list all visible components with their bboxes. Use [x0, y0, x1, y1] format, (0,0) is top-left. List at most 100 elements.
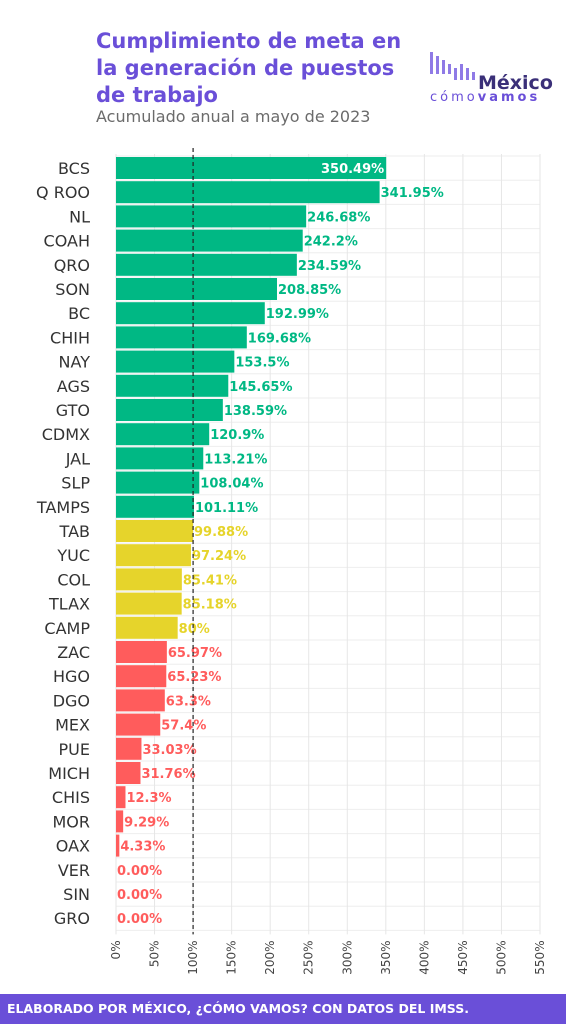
bar	[116, 253, 297, 276]
value-label: 113.21%	[204, 452, 267, 467]
bar-chart: 0% 50% 100% 150% 200% 250% 300% 350% 400% 450% 500…	[36, 148, 547, 975]
category-label: CHIS	[52, 788, 90, 807]
category-label: DGO	[53, 691, 90, 710]
value-label: 0.00%	[117, 888, 162, 903]
bar	[116, 423, 210, 446]
category-label: TAB	[59, 522, 90, 541]
bar	[116, 737, 142, 760]
value-label: 80%	[179, 622, 210, 637]
bar	[116, 471, 200, 494]
x-tick-label: 150%	[225, 940, 239, 974]
value-label: 120.9%	[210, 428, 264, 443]
x-tick-label: 350%	[379, 940, 393, 974]
bar	[116, 762, 141, 784]
category-label: CAMP	[44, 619, 90, 638]
x-tick-label: 200%	[263, 940, 277, 974]
x-tick-label: 250%	[302, 940, 316, 974]
x-tick-label: 0%	[109, 940, 123, 959]
x-tick-label: 100%	[186, 940, 200, 974]
bar	[116, 495, 194, 518]
bar	[116, 374, 229, 397]
value-label: 0.00%	[117, 864, 162, 879]
value-label: 169.68%	[248, 331, 311, 346]
logo-sub-bold: vamos	[477, 90, 541, 105]
bar	[116, 544, 191, 567]
bar	[116, 278, 278, 300]
category-label: OAX	[56, 837, 90, 856]
bar	[116, 302, 265, 325]
value-label: 57.4%	[161, 719, 206, 734]
value-label: 138.59%	[224, 404, 287, 419]
value-label: 12.3%	[126, 791, 171, 806]
category-label: PUE	[59, 740, 90, 759]
value-label: 153.5%	[235, 356, 289, 371]
value-label: 31.76%	[141, 767, 195, 782]
bar	[116, 592, 182, 615]
logo-subtitle: cómovamos	[430, 90, 540, 105]
category-label: QRO	[54, 256, 90, 275]
bar	[116, 181, 380, 204]
category-label: MICH	[48, 764, 90, 783]
category-label: CHIH	[50, 328, 90, 347]
value-label: 65.97%	[168, 646, 222, 661]
category-label: COL	[57, 570, 90, 589]
value-label: 99.88%	[194, 525, 248, 540]
category-label: NL	[69, 207, 90, 226]
value-label: 341.95%	[381, 186, 444, 201]
bar	[116, 157, 387, 179]
bar	[116, 205, 307, 228]
value-label: 33.03%	[142, 743, 196, 758]
value-label: 108.04%	[200, 477, 263, 492]
category-label: BC	[68, 304, 90, 323]
value-label: 63.3%	[166, 694, 211, 709]
category-label: SON	[55, 280, 90, 299]
bar	[116, 520, 193, 542]
value-label: 242.2%	[304, 235, 358, 250]
bar	[116, 447, 204, 470]
bar	[116, 834, 120, 857]
value-label: 246.68%	[307, 210, 370, 225]
value-label: 350.49%	[321, 162, 384, 177]
category-label: HGO	[53, 667, 90, 686]
value-label: 65.23%	[167, 670, 221, 685]
bar	[116, 350, 235, 373]
mexico-como-vamos-logo: México cómovamos	[428, 52, 553, 108]
category-label: Q ROO	[36, 183, 90, 202]
category-label: ZAC	[57, 643, 90, 662]
x-tick-label: 50%	[148, 940, 162, 967]
category-label: COAH	[44, 232, 90, 251]
logo-sub-light: cómo	[430, 90, 478, 105]
value-label: 85.18%	[183, 598, 237, 613]
category-label: TAMPS	[36, 498, 90, 517]
value-label: 9.29%	[124, 815, 169, 830]
category-label: NAY	[59, 353, 91, 372]
category-label: YUC	[56, 546, 90, 565]
value-label: 85.41%	[183, 573, 237, 588]
chart-subtitle: Acumulado anual a mayo de 2023	[96, 107, 371, 126]
value-label: 101.11%	[195, 501, 258, 516]
bar	[116, 568, 182, 591]
value-label: 208.85%	[278, 283, 341, 298]
x-tick-label: 300%	[340, 940, 354, 974]
category-label: SIN	[63, 885, 90, 904]
category-label: MOR	[52, 812, 90, 831]
category-label: CDMX	[42, 425, 90, 444]
x-tick-label: 550%	[533, 940, 547, 974]
value-label: 192.99%	[266, 307, 329, 322]
bar	[116, 665, 167, 688]
x-tick-label: 450%	[456, 940, 470, 974]
x-tick-label: 400%	[417, 940, 431, 974]
x-tick-label: 500%	[494, 940, 508, 974]
bar	[116, 326, 247, 349]
bar	[116, 786, 126, 809]
category-label: TLAX	[48, 595, 90, 614]
value-label: 97.24%	[192, 549, 246, 564]
category-label: BCS	[58, 159, 90, 178]
bar	[116, 229, 303, 252]
bar	[116, 810, 124, 833]
value-label: 234.59%	[298, 259, 361, 274]
bars-logo-icon	[430, 52, 475, 80]
category-label: GTO	[56, 401, 90, 420]
category-label: MEX	[55, 716, 90, 735]
bar	[116, 399, 223, 421]
